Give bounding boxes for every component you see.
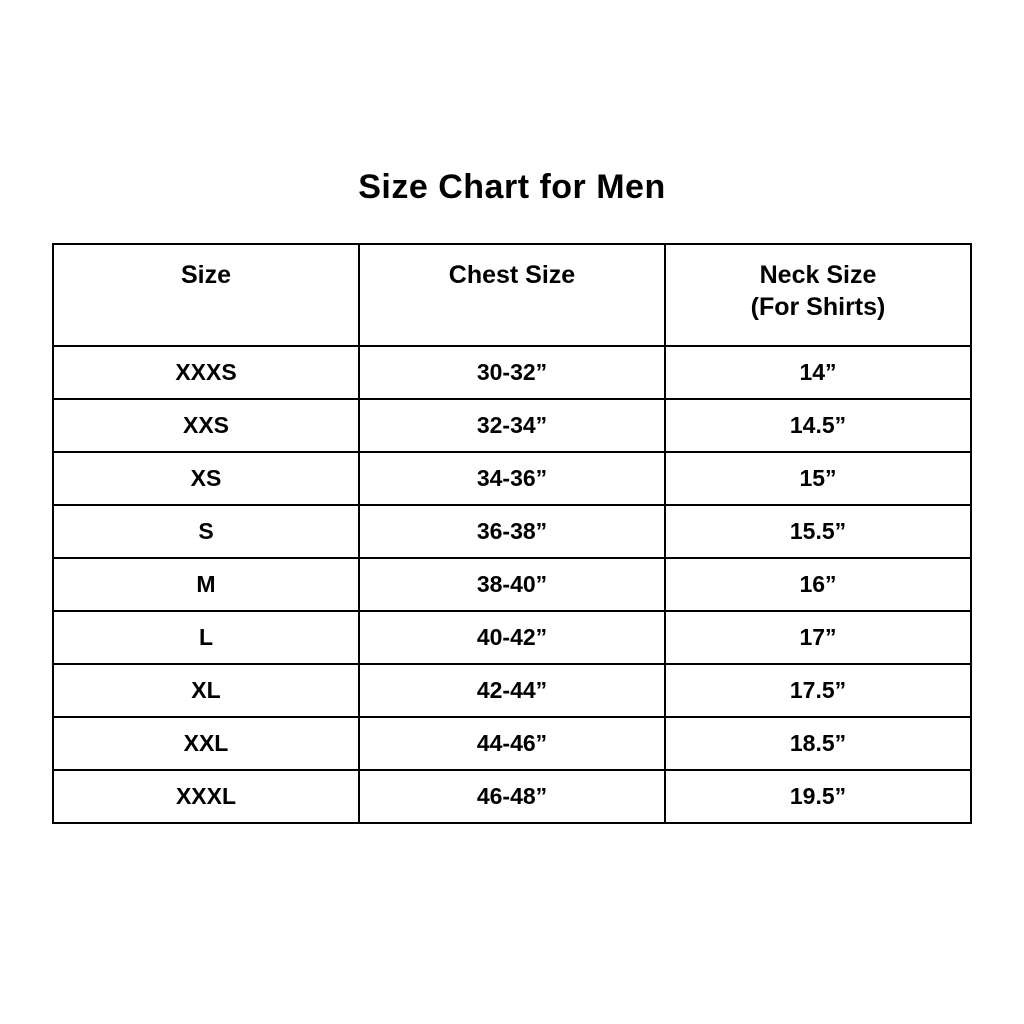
table-row: XXS 32-34” 14.5”	[52, 398, 972, 453]
header-cell-chest-size: Chest Size	[358, 243, 666, 347]
cell-chest-size: 30-32”	[358, 345, 666, 400]
cell-chest-size: 40-42”	[358, 610, 666, 665]
cell-chest-size: 46-48”	[358, 769, 666, 824]
table-row: XXL 44-46” 18.5”	[52, 716, 972, 771]
table-row: XXXS 30-32” 14”	[52, 345, 972, 400]
cell-chest-size: 44-46”	[358, 716, 666, 771]
size-chart-table: Size Chest Size Neck Size (For Shirts) X…	[52, 243, 972, 824]
cell-neck-size: 18.5”	[664, 716, 972, 771]
cell-size-label: XS	[52, 451, 360, 506]
cell-size-label: XXXL	[52, 769, 360, 824]
table-row: S 36-38” 15.5”	[52, 504, 972, 559]
header-cell-size: Size	[52, 243, 360, 347]
header-size-label: Size	[180, 261, 232, 289]
cell-size-label: XXXS	[52, 345, 360, 400]
header-chest-size-label: Chest Size	[448, 261, 576, 289]
cell-neck-size: 15.5”	[664, 504, 972, 559]
header-neck-size-label: Neck Size	[759, 261, 877, 289]
page-title: Size Chart for Men	[358, 168, 666, 206]
header-neck-size-sublabel: (For Shirts)	[750, 293, 886, 321]
cell-chest-size: 38-40”	[358, 557, 666, 612]
cell-size-label: XL	[52, 663, 360, 718]
table-row: XXXL 46-48” 19.5”	[52, 769, 972, 824]
table-row: M 38-40” 16”	[52, 557, 972, 612]
cell-chest-size: 32-34”	[358, 398, 666, 453]
cell-neck-size: 19.5”	[664, 769, 972, 824]
cell-neck-size: 14”	[664, 345, 972, 400]
cell-size-label: L	[52, 610, 360, 665]
cell-chest-size: 36-38”	[358, 504, 666, 559]
table-row: L 40-42” 17”	[52, 610, 972, 665]
cell-neck-size: 17”	[664, 610, 972, 665]
cell-size-label: XXS	[52, 398, 360, 453]
cell-size-label: M	[52, 557, 360, 612]
cell-neck-size: 14.5”	[664, 398, 972, 453]
cell-neck-size: 15”	[664, 451, 972, 506]
cell-neck-size: 17.5”	[664, 663, 972, 718]
header-cell-neck-size: Neck Size (For Shirts)	[664, 243, 972, 347]
table-header-row: Size Chest Size Neck Size (For Shirts)	[52, 243, 972, 347]
table-row: XS 34-36” 15”	[52, 451, 972, 506]
cell-chest-size: 34-36”	[358, 451, 666, 506]
table-row: XL 42-44” 17.5”	[52, 663, 972, 718]
cell-chest-size: 42-44”	[358, 663, 666, 718]
cell-size-label: XXL	[52, 716, 360, 771]
cell-neck-size: 16”	[664, 557, 972, 612]
cell-size-label: S	[52, 504, 360, 559]
